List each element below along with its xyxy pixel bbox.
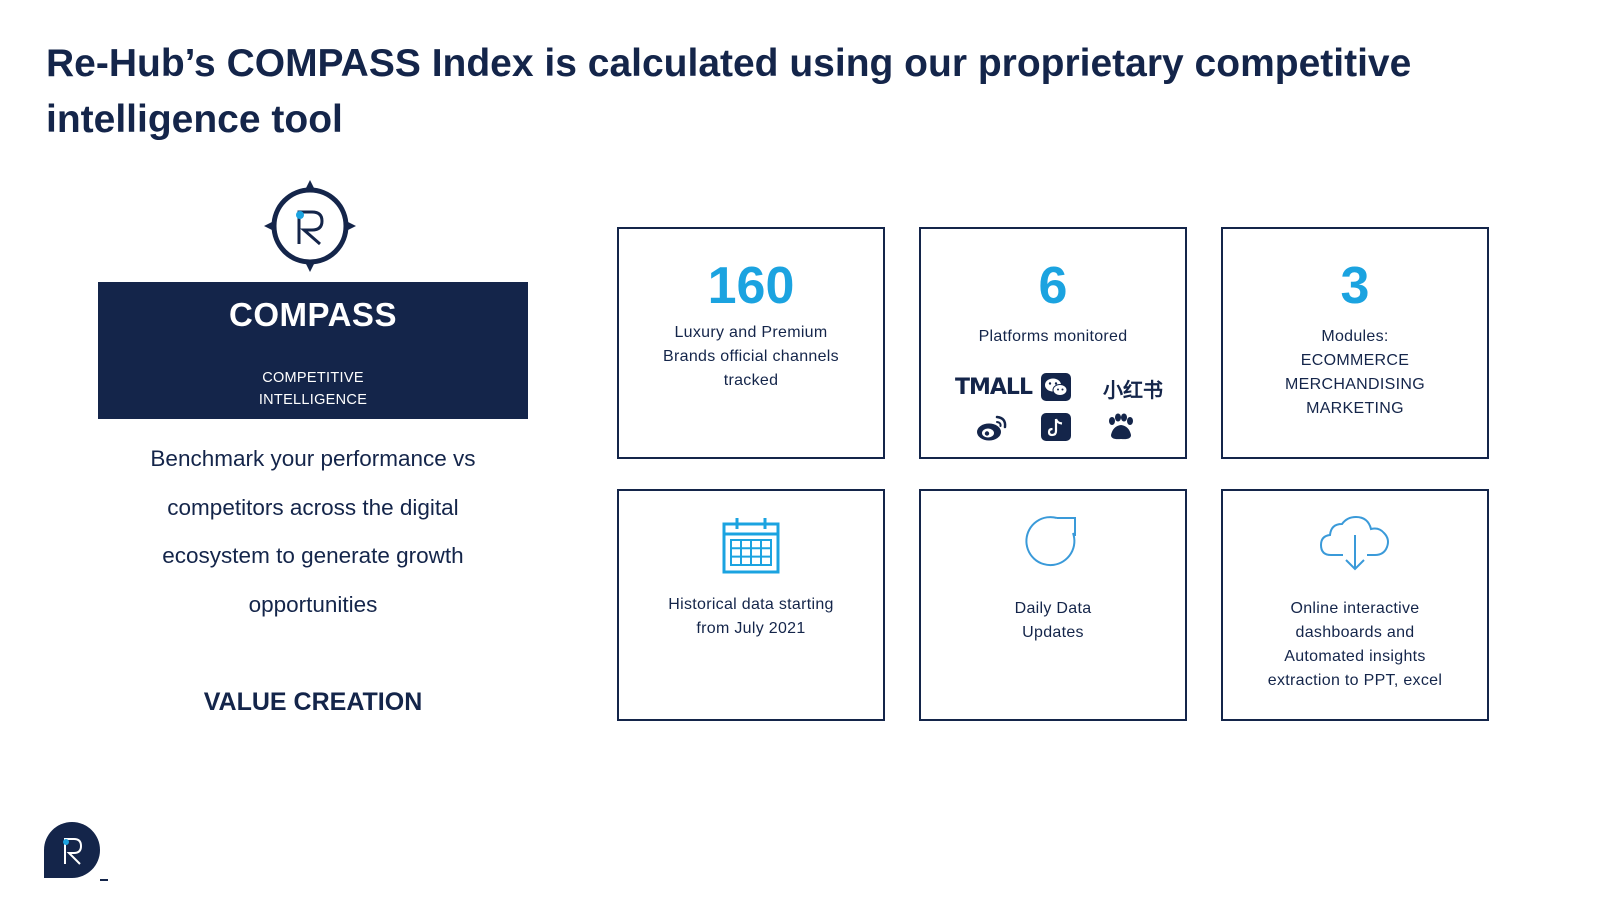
daily-description: Daily Data Updates xyxy=(931,597,1175,645)
modules-description: Modules: ECOMMERCE MERCHANDISING MARKETI… xyxy=(1233,325,1477,421)
tmall-logo-text: TMALL xyxy=(955,375,1033,400)
modules-label: Modules: xyxy=(1321,328,1389,345)
module-ecommerce: ECOMMERCE xyxy=(1300,352,1410,369)
footer-dash xyxy=(100,879,108,881)
brands-line-1: Luxury and Premium xyxy=(674,324,828,341)
daily-card: Daily Data Updates xyxy=(919,489,1187,721)
benchmark-line-2: competitors across the digital xyxy=(167,494,459,520)
rehub-footer-logo-icon xyxy=(44,822,100,878)
daily-line-1: Daily Data xyxy=(1014,600,1092,617)
benchmark-description: Benchmark your performance vs competitor… xyxy=(118,435,508,629)
platforms-label: Platforms monitored xyxy=(978,328,1128,345)
tmall-logo: TMALL xyxy=(955,375,1033,400)
module-merchandising: MERCHANDISING xyxy=(1285,376,1425,393)
slide-title: Re-Hub’s COMPASS Index is calculated usi… xyxy=(46,36,1546,148)
brands-line-3: tracked xyxy=(723,372,779,389)
refresh-icon xyxy=(1025,516,1076,566)
platform-logos: TMALL 小红书 xyxy=(945,371,1163,451)
calendar-icon xyxy=(722,518,780,574)
platforms-card: 6 Platforms monitored TMALL 小红书 xyxy=(919,227,1187,459)
douyin-icon xyxy=(1041,413,1071,441)
compass-subtitle-line-2: INTELLIGENCE xyxy=(258,392,368,408)
online-line-1: Online interactive xyxy=(1290,600,1420,617)
benchmark-line-3: ecosystem to generate growth xyxy=(162,543,464,568)
baidu-icon xyxy=(1109,413,1133,440)
wechat-icon xyxy=(1041,373,1071,401)
compass-subtitle-line-1: COMPETITIVE xyxy=(262,370,364,386)
slide-title-line-2: intelligence tool xyxy=(46,98,343,141)
benchmark-line-1: Benchmark your performance vs xyxy=(150,446,476,471)
online-description: Online interactive dashboards and Automa… xyxy=(1233,597,1477,693)
slide-title-line-1: Re-Hub’s COMPASS Index is calculated usi… xyxy=(46,42,1412,85)
brands-count: 160 xyxy=(707,257,795,315)
modules-count: 3 xyxy=(1340,257,1370,315)
module-marketing: MARKETING xyxy=(1306,400,1404,417)
daily-line-2: Updates xyxy=(1022,624,1084,641)
cloud-download-icon xyxy=(1319,515,1389,571)
compass-name: COMPASS xyxy=(229,296,397,333)
brands-description: Luxury and Premium Brands official chann… xyxy=(629,321,873,393)
compass-logo-icon xyxy=(264,180,356,272)
xiaohongshu-logo: 小红书 xyxy=(1103,374,1163,403)
compass-banner: COMPASS COMPETITIVE INTELLIGENCE xyxy=(98,282,528,419)
online-card: Online interactive dashboards and Automa… xyxy=(1221,489,1489,721)
history-card: Historical data starting from July 2021 xyxy=(617,489,885,721)
brands-card: 160 Luxury and Premium Brands official c… xyxy=(617,227,885,459)
platforms-count: 6 xyxy=(1038,257,1068,315)
brands-line-2: Brands official channels xyxy=(663,348,839,365)
online-line-4: extraction to PPT, excel xyxy=(1267,672,1443,689)
xiaohongshu-logo-text: 小红书 xyxy=(1103,378,1163,402)
benchmark-line-4: opportunities xyxy=(248,591,378,617)
history-description: Historical data starting from July 2021 xyxy=(629,593,873,641)
history-line-1: Historical data starting xyxy=(668,596,834,613)
weibo-icon xyxy=(977,415,1007,441)
online-line-2: dashboards and xyxy=(1295,624,1415,641)
modules-card: 3 Modules: ECOMMERCE MERCHANDISING MARKE… xyxy=(1221,227,1489,459)
history-line-2: from July 2021 xyxy=(696,620,806,637)
value-creation-label: VALUE CREATION xyxy=(203,688,423,716)
online-line-3: Automated insights xyxy=(1284,648,1426,665)
compass-subtitle: COMPETITIVE INTELLIGENCE xyxy=(98,367,528,411)
